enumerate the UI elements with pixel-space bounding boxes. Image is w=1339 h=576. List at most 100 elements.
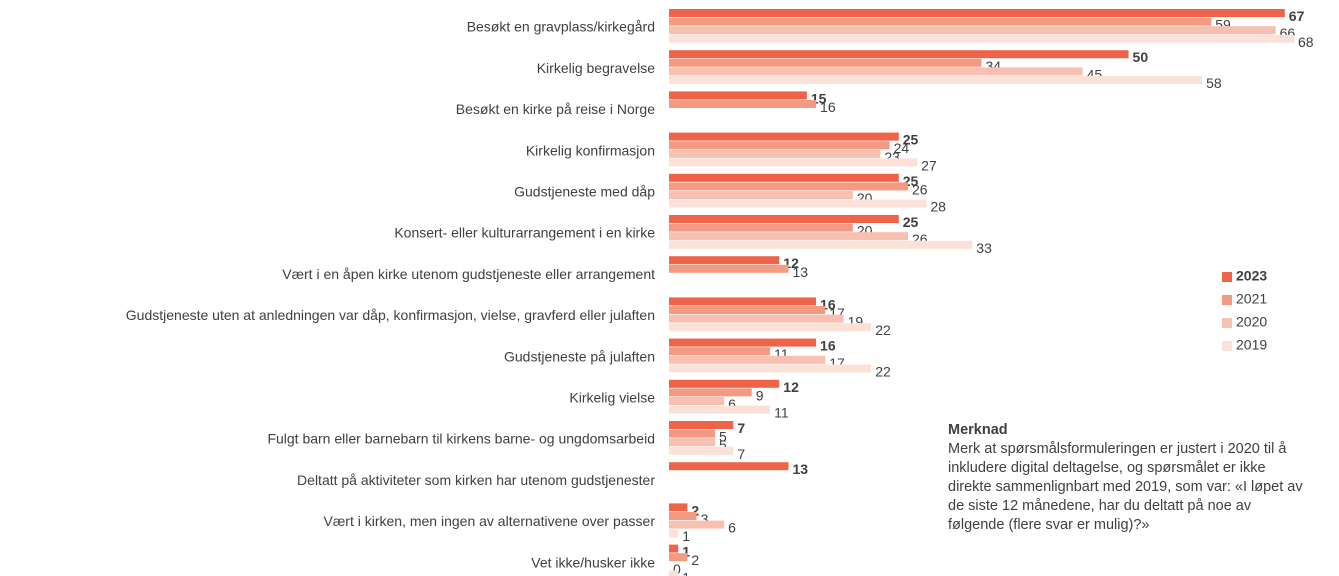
bar: [669, 421, 734, 429]
bar: [669, 338, 817, 347]
category-label: Kirkelig vielse: [569, 390, 655, 406]
value-label: 25: [903, 214, 919, 230]
legend-label: 2021: [1236, 291, 1267, 307]
category-label: Gudstjeneste uten at anledningen var dåp…: [126, 307, 655, 323]
category-label: Kirkelig begravelse: [537, 60, 655, 76]
bar: [669, 132, 899, 141]
category-label: Vært i kirken, men ingen av alternativen…: [324, 513, 656, 529]
value-label: 11: [774, 405, 789, 421]
bar: [669, 355, 826, 364]
bar: [669, 503, 688, 512]
value-label: 1: [682, 528, 690, 544]
value-label: 25: [903, 132, 919, 148]
value-label: 2: [691, 502, 699, 518]
bar: [669, 67, 1083, 76]
bar: [669, 297, 817, 306]
bar: [669, 388, 752, 397]
bar: [669, 256, 780, 265]
bar: [669, 462, 789, 471]
bar: [669, 215, 899, 223]
category-label: Konsert- eller kulturarrangement i en ki…: [394, 225, 655, 241]
bar: [669, 158, 918, 167]
bar: [669, 397, 725, 405]
category-label: Kirkelig konfirmasjon: [526, 142, 655, 158]
bar: [669, 553, 688, 562]
value-label: 1: [682, 544, 690, 560]
bar: [669, 173, 899, 182]
bar: [669, 91, 807, 100]
bar: [669, 9, 1285, 17]
category-label: Besøkt en kirke på reise i Norge: [456, 101, 655, 117]
bar: [669, 76, 1203, 84]
category-label: Vært i en åpen kirke utenom gudstjeneste…: [282, 266, 655, 282]
legend-label: 2020: [1236, 314, 1267, 330]
value-label: 16: [820, 99, 836, 115]
legend-label: 2023: [1236, 268, 1267, 284]
bar: [669, 34, 1294, 43]
category-label: Gudstjeneste på julaften: [504, 348, 655, 364]
value-label: 67: [1289, 8, 1305, 24]
bar: [669, 26, 1276, 35]
legend-label: 2019: [1236, 337, 1267, 353]
bar: [669, 58, 982, 67]
value-label: 2: [691, 552, 699, 568]
category-label: Vet ikke/husker ikke: [531, 554, 655, 570]
value-label: 22: [875, 322, 891, 338]
value-label: 7: [737, 446, 745, 462]
value-label: 0: [673, 561, 681, 576]
bar: [669, 314, 844, 323]
value-label: 6: [728, 520, 736, 536]
bar: [669, 364, 872, 373]
bar: [669, 446, 734, 455]
value-label: 22: [875, 363, 891, 379]
value-label: 28: [930, 199, 946, 215]
bar: [669, 544, 679, 553]
bar: [669, 405, 771, 414]
legend-swatch: [1222, 295, 1232, 305]
value-label: 9: [756, 387, 764, 403]
bar: [669, 100, 817, 108]
bar: [669, 232, 908, 241]
bar: [669, 429, 715, 438]
value-label: 13: [792, 461, 808, 477]
bar: [669, 50, 1129, 59]
value-label: 7: [737, 420, 745, 436]
bar: [669, 223, 853, 232]
bar: [669, 529, 679, 538]
bar: [669, 17, 1212, 26]
bar: [669, 323, 872, 332]
value-label: 12: [783, 379, 799, 395]
value-label: 58: [1206, 75, 1222, 91]
bar: [669, 306, 826, 314]
bar: [669, 512, 697, 520]
bar: [669, 240, 973, 249]
value-label: 3: [701, 511, 709, 527]
legend-swatch: [1222, 318, 1232, 328]
category-label: Fulgt barn eller barnebarn til kirkens b…: [267, 431, 655, 447]
value-label: 33: [976, 240, 992, 256]
bar: [669, 149, 881, 158]
bar: [669, 199, 927, 208]
bar: [669, 182, 908, 191]
bar: [669, 379, 780, 388]
category-label: Besøkt en gravplass/kirkegård: [467, 19, 655, 35]
bar: [669, 570, 679, 576]
value-label: 6: [728, 396, 736, 412]
bar: [669, 264, 789, 273]
value-label: 27: [921, 157, 937, 173]
note: Merknad Merk at spørsmålsformuleringen e…: [948, 421, 1308, 535]
value-label: 50: [1133, 49, 1149, 65]
legend-swatch: [1222, 272, 1232, 282]
note-title: Merknad: [948, 422, 1008, 438]
note-text: Merk at spørsmålsformuleringen er juster…: [948, 441, 1303, 533]
category-label: Gudstjeneste med dåp: [514, 184, 655, 200]
value-label: 5: [719, 437, 727, 453]
bar: [669, 520, 725, 529]
value-label: 24: [894, 140, 910, 156]
bar: [669, 141, 890, 150]
bar: [669, 191, 853, 199]
bar: [669, 438, 715, 447]
value-label: 1: [682, 569, 690, 576]
